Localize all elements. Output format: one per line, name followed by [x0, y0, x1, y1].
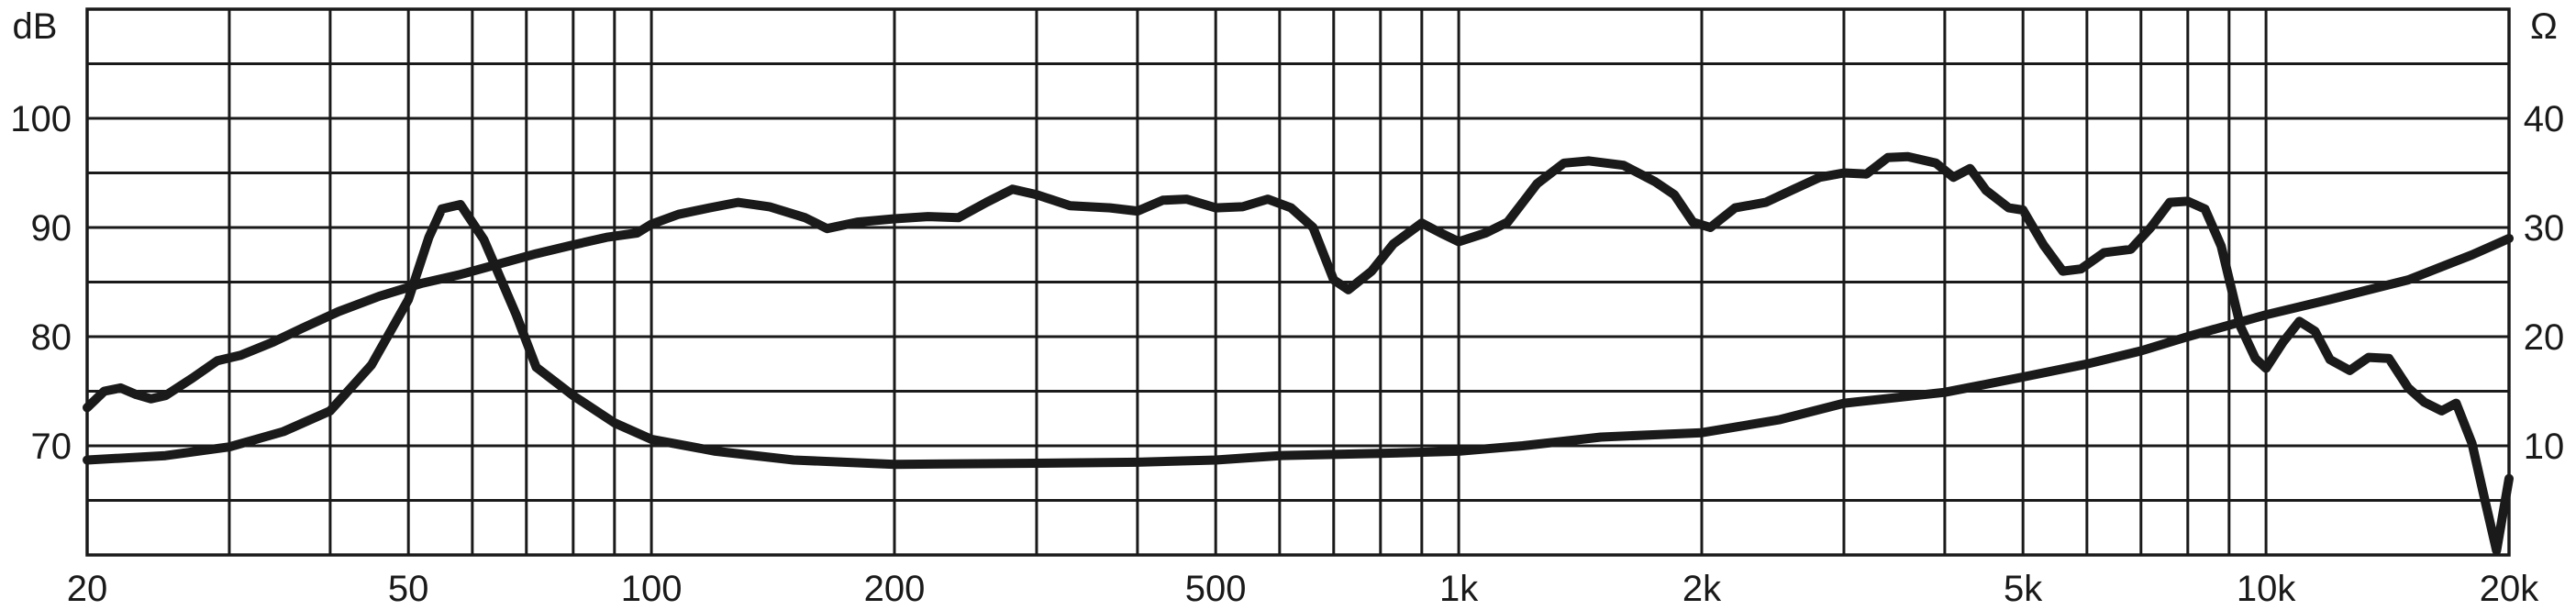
- y-left-tick-label: 100: [10, 99, 72, 139]
- x-tick-label: 1k: [1439, 569, 1479, 609]
- y-right-tick-label: 30: [2524, 208, 2565, 249]
- grid: [85, 7, 2511, 557]
- y-left-tick-label: 90: [31, 208, 72, 249]
- right-axis-ticks: 10 20 30 40: [2524, 99, 2565, 467]
- x-tick-label: 500: [1185, 569, 1247, 609]
- x-axis-ticks: 20 50 100 200 500 1k 2k 5k 10k 20k: [67, 569, 2539, 609]
- x-tick-label: 20: [67, 569, 108, 609]
- impedance-curve: [83, 200, 2514, 470]
- x-tick-label: 5k: [2004, 569, 2043, 609]
- y-right-tick-label: 20: [2524, 317, 2565, 358]
- y-left-tick-label: 80: [31, 317, 72, 358]
- right-axis-unit: Ω: [2530, 6, 2558, 47]
- x-tick-label: 10k: [2237, 569, 2296, 609]
- y-right-tick-label: 40: [2524, 99, 2565, 139]
- x-tick-label: 2k: [1682, 569, 1722, 609]
- x-tick-label: 100: [621, 569, 683, 609]
- series: [83, 151, 2514, 556]
- x-tick-label: 50: [388, 569, 429, 609]
- x-tick-label: 200: [864, 569, 926, 609]
- x-tick-label: 20k: [2480, 569, 2539, 609]
- left-axis-ticks: 70 80 90 100: [10, 99, 72, 467]
- plot-frame: [85, 7, 2511, 557]
- y-left-tick-label: 70: [31, 427, 72, 467]
- spl-curve: [83, 151, 2514, 556]
- y-right-tick-label: 10: [2524, 427, 2565, 467]
- left-axis-unit: dB: [13, 6, 58, 47]
